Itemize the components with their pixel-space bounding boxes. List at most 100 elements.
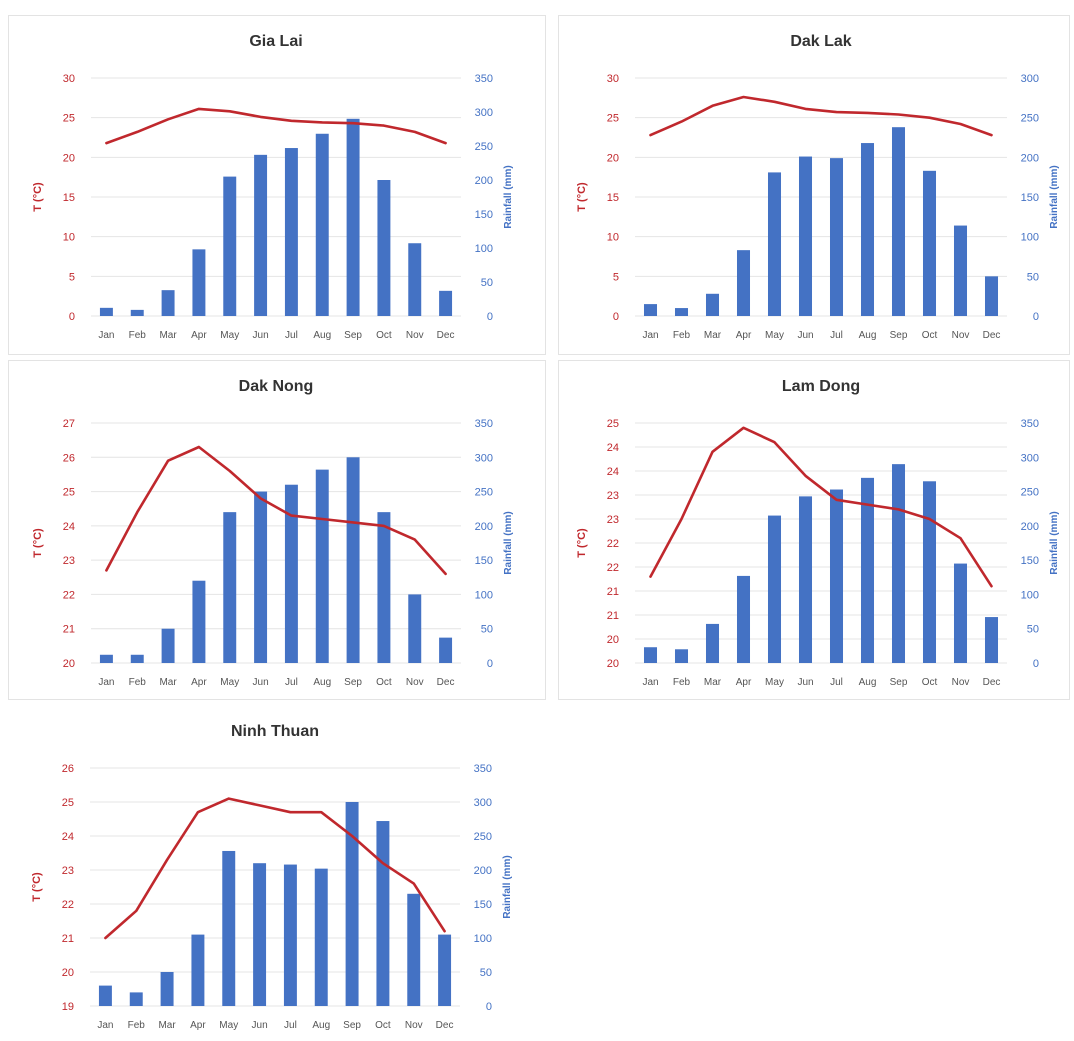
y-right-tick-label: 100 [475,589,493,601]
y-right-tick-label: 50 [481,624,493,636]
x-tick-label: Oct [922,330,938,341]
x-tick-label: Feb [128,1020,146,1031]
y-left-axis-label: T (°C) [576,182,588,212]
x-tick-label: May [220,330,239,341]
y-left-tick-label: 25 [63,487,75,499]
y-left-tick-label: 5 [69,271,75,283]
rainfall-bar [953,225,968,316]
y-left-tick-label: 24 [63,521,75,533]
x-tick-label: Feb [129,677,147,688]
rainfall-bar [346,457,360,663]
x-tick-label: Feb [673,330,691,341]
rainfall-bar [674,649,689,663]
y-right-tick-label: 0 [486,1001,492,1013]
rainfall-bar [767,172,782,316]
x-tick-label: Sep [343,1020,361,1031]
x-tick-label: Jul [285,677,298,688]
y-left-tick-label: 20 [63,152,75,164]
rainfall-bar [130,654,144,663]
x-tick-label: Oct [376,330,392,341]
x-tick-label: Aug [859,677,877,688]
x-tick-label: Apr [191,330,207,341]
chart-svg: Ninh Thuan 19 20 21 22 23 24 25 26 0 50 100 150 200 25… [31,723,513,1031]
y-left-tick-label: 21 [607,610,619,622]
x-tick-label: May [765,677,784,688]
rainfall-bar [984,276,999,316]
x-tick-label: Aug [313,330,331,341]
x-tick-label: Sep [890,330,908,341]
rainfall-bar [891,464,906,663]
y-right-axis-label: Rainfall (mm) [502,855,513,918]
x-tick-label: Apr [191,677,207,688]
rainfall-bar [407,893,421,1006]
x-tick-label: Dec [437,677,455,688]
chart-svg: Dak Nong 20 21 22 23 24 25 26 27 0 50 100 150 200 250 3… [32,378,514,688]
rainfall-bar [643,304,658,316]
y-right-axis-label: Rainfall (mm) [1049,511,1060,574]
x-tick-label: Dec [437,330,455,341]
rainfall-bar [345,802,359,1006]
rainfall-bar [98,985,112,1006]
y-right-tick-label: 300 [474,797,492,809]
y-left-tick-label: 24 [62,831,74,843]
y-left-tick-label: 5 [613,271,619,283]
y-right-tick-label: 0 [487,658,493,670]
y-left-tick-label: 15 [63,192,75,204]
x-tick-label: Dec [983,677,1001,688]
temperature-line [105,445,447,576]
rainfall-bar [283,864,297,1006]
y-left-axis-label: T (°C) [32,182,44,212]
y-left-tick-label: 10 [63,232,75,244]
rainfall-bar [891,127,906,316]
chart-title: Lam Dong [782,378,860,395]
y-left-tick-label: 20 [607,658,619,670]
rainfall-bar [284,148,298,316]
y-right-tick-label: 350 [1021,418,1039,430]
x-tick-label: Jan [98,330,114,341]
rainfall-bar [736,575,751,663]
x-tick-label: Aug [312,1020,330,1031]
rainfall-bar [99,654,113,663]
temperature-line [104,797,446,940]
y-left-tick-label: 19 [62,1001,74,1013]
x-tick-label: Jul [830,677,843,688]
rainfall-bar [130,309,144,316]
y-right-tick-label: 150 [1021,192,1039,204]
y-right-tick-label: 250 [475,141,493,153]
x-tick-label: Mar [704,330,722,341]
rainfall-bar [705,623,720,663]
y-left-tick-label: 26 [63,452,75,464]
x-tick-label: Jul [830,330,843,341]
y-right-tick-label: 200 [1021,152,1039,164]
temperature-line [649,426,993,588]
rainfall-bar [377,512,391,663]
x-tick-label: Jul [284,1020,297,1031]
temperature-line [105,107,447,145]
rainfall-bar [377,180,391,316]
x-tick-label: Jan [642,330,658,341]
y-right-tick-label: 100 [475,243,493,255]
y-right-tick-label: 0 [487,311,493,323]
rainfall-bar [736,250,751,316]
x-tick-label: Nov [406,677,424,688]
y-left-tick-label: 0 [613,311,619,323]
y-right-tick-label: 50 [480,967,492,979]
rainfall-bar [798,496,813,663]
y-right-tick-label: 0 [1033,658,1039,670]
y-left-tick-label: 0 [69,311,75,323]
y-left-tick-label: 30 [63,73,75,85]
y-right-tick-label: 0 [1033,311,1039,323]
x-tick-label: Mar [704,677,722,688]
rainfall-bar [860,477,875,663]
y-left-tick-label: 20 [62,967,74,979]
rainfall-bar [798,156,813,316]
y-left-tick-label: 24 [607,466,619,478]
y-left-tick-label: 20 [607,152,619,164]
y-left-tick-label: 21 [63,624,75,636]
y-right-tick-label: 50 [1027,624,1039,636]
rainfall-bar [254,491,268,663]
y-right-tick-label: 350 [474,763,492,775]
y-right-tick-label: 200 [475,175,493,187]
y-left-tick-label: 23 [607,514,619,526]
x-tick-label: Jan [97,1020,113,1031]
